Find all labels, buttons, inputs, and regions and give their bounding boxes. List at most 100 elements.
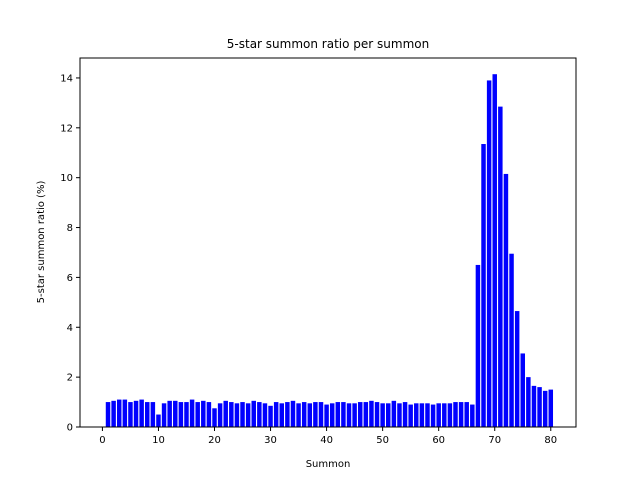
x-axis-label: Summon [306, 459, 351, 470]
chart-title: 5-star summon ratio per summon [227, 37, 429, 51]
bar-32 [279, 403, 285, 427]
bar-13 [173, 400, 178, 427]
bar-11 [161, 403, 167, 427]
bar-40 [324, 404, 329, 427]
bar-64 [458, 402, 464, 427]
bar-73 [509, 253, 514, 427]
bar-54 [402, 402, 408, 427]
bar-56 [414, 403, 419, 427]
bar-35 [296, 403, 301, 427]
bar-24 [234, 403, 240, 427]
y-tick-label: 0 [67, 423, 73, 434]
bar-53 [397, 403, 402, 427]
bar-15 [184, 402, 189, 427]
bar-19 [206, 402, 212, 427]
bar-6 [133, 400, 139, 427]
bar-74 [514, 311, 520, 427]
bar-23 [229, 402, 234, 427]
bar-9 [150, 402, 156, 427]
bar-61 [442, 403, 447, 427]
bar-5 [128, 402, 133, 427]
bar-33 [285, 402, 290, 427]
bar-66 [470, 404, 475, 427]
x-tick-label: 40 [320, 435, 333, 446]
bar-69 [486, 80, 492, 428]
y-tick-label: 12 [60, 123, 73, 134]
bar-38 [313, 402, 318, 427]
bar-78 [537, 387, 542, 427]
y-tick-label: 14 [60, 73, 73, 84]
bar-28 [257, 402, 262, 427]
bar-1 [105, 402, 111, 427]
bar-79 [542, 390, 548, 427]
bar-20 [212, 408, 217, 427]
plot-frame [79, 57, 577, 428]
bars-group [105, 74, 554, 428]
bar-22 [223, 400, 228, 427]
x-tick-label: 70 [488, 435, 501, 446]
bar-31 [273, 402, 279, 427]
bar-68 [481, 144, 486, 427]
bar-42 [335, 402, 341, 427]
bar-72 [503, 173, 509, 427]
x-tick-label: 50 [376, 435, 389, 446]
bar-52 [391, 400, 397, 427]
bar-41 [329, 403, 335, 427]
bar-3 [116, 399, 122, 427]
y-tick-label: 4 [67, 323, 73, 334]
bar-14 [178, 402, 184, 427]
bar-12 [167, 400, 172, 427]
bar-10 [156, 414, 161, 427]
bar-50 [380, 403, 385, 427]
x-axis-ticks: 0 10 20 30 40 50 60 70 80 [99, 427, 557, 446]
bar-65 [464, 402, 469, 427]
bar-27 [251, 400, 256, 427]
bar-59 [430, 404, 436, 427]
bar-55 [408, 404, 413, 427]
x-tick-label: 80 [544, 435, 557, 446]
x-tick-label: 60 [432, 435, 445, 446]
x-tick-label: 10 [152, 435, 165, 446]
bar-71 [498, 106, 503, 428]
bar-29 [262, 403, 268, 427]
bar-45 [352, 403, 357, 427]
bar-21 [217, 403, 223, 427]
bar-60 [436, 403, 441, 427]
bar-44 [346, 403, 352, 427]
bar-58 [425, 403, 430, 427]
bar-26 [245, 403, 251, 427]
bar-2 [111, 400, 116, 427]
bar-75 [520, 353, 525, 427]
bar-70 [492, 74, 497, 427]
x-tick-label: 30 [264, 435, 277, 446]
bar-77 [531, 385, 537, 427]
y-tick-label: 6 [67, 273, 73, 284]
y-tick-label: 10 [60, 173, 73, 184]
bar-46 [357, 402, 363, 427]
y-tick-label: 8 [67, 223, 73, 234]
bar-25 [240, 402, 245, 427]
x-tick-label: 0 [99, 435, 105, 446]
bar-48 [369, 400, 374, 427]
bar-8 [145, 402, 150, 427]
bar-39 [318, 402, 324, 427]
bar-67 [475, 264, 481, 427]
bar-30 [268, 405, 273, 427]
bar-57 [419, 403, 425, 427]
y-axis-label: 5-star summon ratio (%) [36, 181, 47, 304]
bar-34 [290, 400, 296, 427]
bar-63 [453, 402, 458, 427]
x-tick-label: 20 [208, 435, 221, 446]
y-axis-ticks: 0 2 4 6 8 10 12 14 [60, 73, 80, 434]
bar-51 [386, 403, 391, 427]
bar-17 [195, 402, 200, 427]
bar-37 [307, 403, 313, 427]
bar-16 [189, 399, 195, 427]
bar-49 [374, 402, 380, 427]
bar-47 [363, 402, 369, 427]
bar-7 [139, 399, 144, 427]
bar-43 [341, 402, 346, 427]
bar-76 [526, 377, 531, 427]
bar-18 [201, 400, 206, 427]
bar-62 [447, 403, 453, 427]
